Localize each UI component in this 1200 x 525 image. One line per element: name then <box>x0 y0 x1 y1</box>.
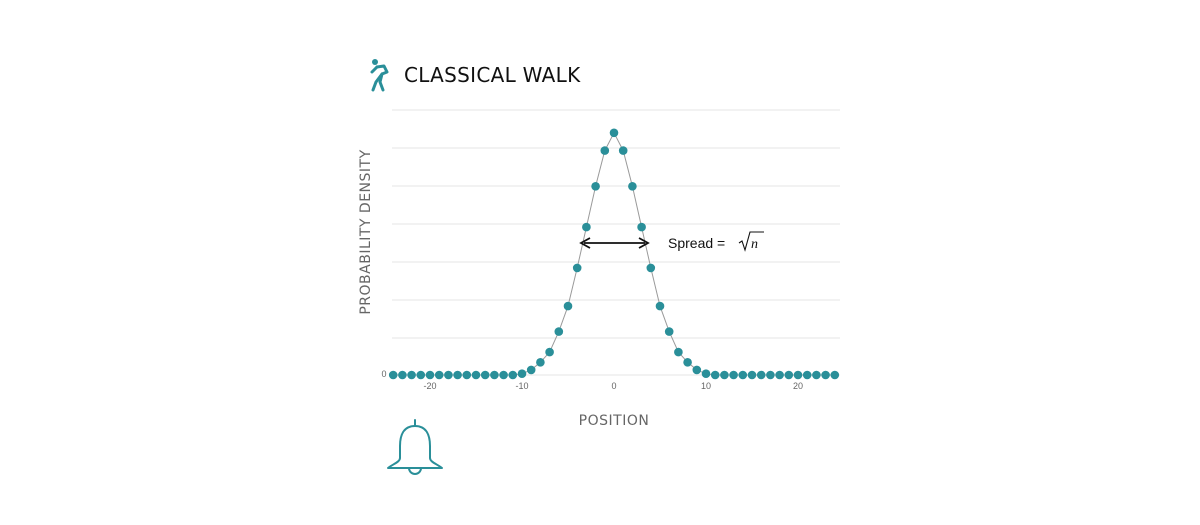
data-point <box>425 370 435 380</box>
data-point <box>655 301 665 311</box>
y-axis-label: PROBABILITY DENSITY <box>358 149 374 314</box>
data-point <box>720 370 729 380</box>
data-point <box>756 370 766 380</box>
x-tick-labels: -20 -10 0 10 20 <box>423 381 803 391</box>
data-point <box>784 370 794 380</box>
chart-title: CLASSICAL WALK <box>404 63 581 87</box>
data-point <box>398 370 407 380</box>
data-point <box>618 146 628 155</box>
data-point <box>407 370 416 380</box>
data-point <box>591 182 600 191</box>
data-point <box>683 358 692 367</box>
data-point <box>738 370 748 380</box>
x-tick-label: 10 <box>701 381 711 391</box>
spread-arrow-left-head <box>579 237 591 249</box>
data-point <box>701 369 711 379</box>
data-point <box>563 301 573 311</box>
data-point <box>664 327 674 336</box>
y-tick-label: 0 <box>381 369 386 379</box>
data-point <box>812 370 821 380</box>
data-point <box>775 370 784 380</box>
data-point <box>536 358 545 367</box>
data-point <box>821 370 830 380</box>
x-tick-label: -20 <box>423 381 436 391</box>
bell-icon <box>387 419 443 475</box>
data-point <box>526 365 536 375</box>
x-tick-label: 0 <box>611 381 616 391</box>
data-point <box>434 370 444 380</box>
data-point <box>388 370 398 380</box>
data-point <box>416 370 426 380</box>
data-point <box>646 263 656 273</box>
data-point <box>600 146 610 155</box>
data-point <box>793 370 803 380</box>
grid-lines <box>392 109 840 376</box>
data-point <box>499 370 508 380</box>
data-point <box>729 370 738 380</box>
data-point <box>582 222 591 232</box>
data-point <box>766 370 775 380</box>
data-point <box>710 370 720 380</box>
data-point <box>674 347 683 357</box>
data-point <box>462 370 472 380</box>
data-point <box>554 327 564 336</box>
data-point <box>572 263 582 273</box>
data-point <box>517 369 527 379</box>
data-point <box>508 370 518 380</box>
spread-label: Spread = <box>668 235 729 251</box>
data-point <box>480 370 490 380</box>
chart-title-row: CLASSICAL WALK <box>368 58 581 92</box>
data-point <box>453 370 462 380</box>
spread-arrow-right-head <box>638 237 650 249</box>
spread-annotation: Spread = n <box>579 231 764 252</box>
data-points <box>388 128 840 380</box>
data-point <box>747 370 757 380</box>
sqrt-sign <box>738 231 764 252</box>
data-point <box>490 370 499 380</box>
x-axis-label: POSITION <box>579 413 650 429</box>
data-point <box>471 370 481 380</box>
series-line <box>393 131 835 376</box>
data-point <box>802 370 812 380</box>
data-point <box>830 370 840 380</box>
data-point <box>692 365 702 375</box>
x-tick-label: 20 <box>793 381 803 391</box>
data-point <box>444 370 453 380</box>
walking-person-icon <box>370 59 389 92</box>
data-point <box>637 222 646 232</box>
sqrt-n: n <box>751 237 758 252</box>
data-point <box>609 128 619 138</box>
x-tick-label: -10 <box>515 381 528 391</box>
data-point <box>628 182 637 191</box>
data-point <box>545 347 554 357</box>
